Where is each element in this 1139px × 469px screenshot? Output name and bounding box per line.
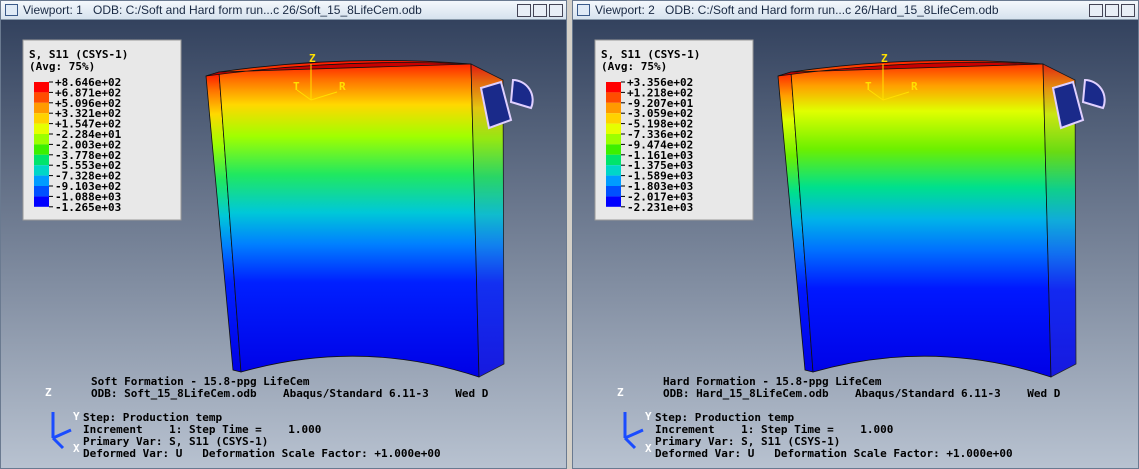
legend-subtitle: (Avg: 75%) — [29, 60, 95, 73]
abaqus-viewports: Viewport: 1 ODB: C:/Soft and Hard form ru… — [0, 0, 1139, 469]
odb-path: ODB: C:/Soft and Hard form run...c 26/Ha… — [665, 1, 999, 19]
legend-swatch — [606, 82, 621, 92]
viewport-label: Viewport: 1 — [23, 1, 83, 19]
model-axis-label: T — [865, 80, 872, 93]
close-button[interactable] — [1121, 4, 1135, 17]
maximize-button[interactable] — [1105, 4, 1119, 17]
legend-swatch — [606, 186, 621, 196]
legend-swatch — [34, 134, 49, 144]
model-axis-label: Z — [881, 52, 888, 65]
legend-value: -1.265e+03 — [55, 201, 121, 214]
legend-swatch — [606, 113, 621, 123]
viewport: Viewport: 2 ODB: C:/Soft and Hard form ru… — [572, 0, 1139, 469]
info-line: ODB: Hard_15_8LifeCem.odb Abaqus/Standar… — [663, 387, 1061, 400]
legend-subtitle: (Avg: 75%) — [601, 60, 667, 73]
legend-swatch — [34, 196, 49, 206]
legend-swatch — [34, 176, 49, 186]
legend-swatch — [34, 92, 49, 102]
model-axis-label: R — [911, 80, 918, 93]
minimize-button[interactable] — [517, 4, 531, 17]
triad-label: X — [73, 442, 80, 455]
legend-swatch — [606, 124, 621, 134]
legend-swatch — [606, 165, 621, 175]
model-axis-label: Z — [309, 52, 316, 65]
title-bar: Viewport: 2 ODB: C:/Soft and Hard form ru… — [573, 1, 1138, 20]
legend-swatch — [34, 103, 49, 113]
model-front-face — [219, 60, 479, 377]
legend-swatch — [606, 134, 621, 144]
legend-swatch — [606, 196, 621, 206]
triad-label: Y — [645, 410, 652, 423]
legend-swatch — [34, 155, 49, 165]
legend-swatch — [606, 155, 621, 165]
model-front-face — [791, 60, 1051, 377]
legend-swatch — [606, 103, 621, 113]
info-line: ODB: Soft_15_8LifeCem.odb Abaqus/Standar… — [91, 387, 489, 400]
legend-swatch — [34, 165, 49, 175]
viewport-canvas: ZTRS, S11 (CSYS-1)(Avg: 75%)+3.356e+02+1… — [573, 20, 1139, 469]
triad-label: X — [645, 442, 652, 455]
close-button[interactable] — [549, 4, 563, 17]
maximize-button[interactable] — [533, 4, 547, 17]
model-axis-label: R — [339, 80, 346, 93]
triad-label: Y — [73, 410, 80, 423]
legend-swatch — [34, 124, 49, 134]
legend-swatch — [34, 113, 49, 123]
legend-swatch — [606, 92, 621, 102]
title-bar: Viewport: 1 ODB: C:/Soft and Hard form ru… — [1, 1, 566, 20]
triad-label: Z — [617, 386, 624, 399]
info-line: Deformed Var: U Deformation Scale Factor… — [83, 447, 441, 460]
legend-value: -2.231e+03 — [627, 201, 693, 214]
viewport-menu[interactable] — [577, 4, 590, 16]
legend-swatch — [606, 144, 621, 154]
triad-label: Z — [45, 386, 52, 399]
info-line: Deformed Var: U Deformation Scale Factor… — [655, 447, 1013, 460]
viewport-menu[interactable] — [5, 4, 18, 16]
legend-swatch — [606, 176, 621, 186]
legend-swatch — [34, 144, 49, 154]
model-axis-label: T — [293, 80, 300, 93]
legend-swatch — [34, 82, 49, 92]
viewport: Viewport: 1 ODB: C:/Soft and Hard form ru… — [0, 0, 567, 469]
minimize-button[interactable] — [1089, 4, 1103, 17]
odb-path: ODB: C:/Soft and Hard form run...c 26/So… — [93, 1, 422, 19]
viewport-label: Viewport: 2 — [595, 1, 655, 19]
legend-swatch — [34, 186, 49, 196]
